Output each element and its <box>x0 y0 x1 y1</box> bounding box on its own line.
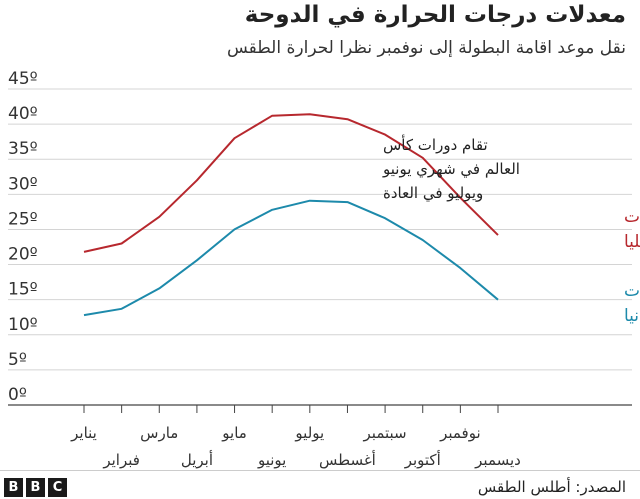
chart-title: معدلات درجات الحرارة في الدوحة <box>244 2 626 28</box>
series-label: معدل درجات <box>624 207 640 227</box>
chart-subtitle: نقل موعد اقامة البطولة إلى نوفمبر نظرا ل… <box>226 38 626 58</box>
y-tick-label: 45º <box>8 69 38 89</box>
logo-letter-c: C <box>48 478 67 497</box>
x-tick-label: نوفمبر <box>439 424 481 442</box>
series-line <box>83 199 499 317</box>
y-tick-label: 15º <box>8 280 38 300</box>
source-note: المصدر: أطلس الطقس <box>477 478 626 496</box>
x-tick-label: أبريل <box>181 450 213 469</box>
bbc-logo: B B C <box>4 478 67 497</box>
x-tick-label: يونيو <box>257 451 286 469</box>
series-label: معدل درجات <box>624 281 640 301</box>
series-label: الحرارة العليا <box>624 232 640 252</box>
footer-divider <box>0 470 640 471</box>
annotation-text: تقام دورات كأس <box>383 134 488 154</box>
logo-letter-b1: B <box>4 478 23 497</box>
y-tick-label: 30º <box>8 174 38 194</box>
x-tick-label: يناير <box>70 424 97 442</box>
logo-letter-b2: B <box>26 478 45 497</box>
y-tick-label: 20º <box>8 245 38 265</box>
line-chart: 0º5º10º15º20º25º30º35º40º45ºينايرفبرايرم… <box>8 69 640 469</box>
annotation-text: ويوليو في العادة <box>383 184 483 203</box>
annotation-text: العالم في شهري يونيو <box>382 160 520 179</box>
y-tick-label: 35º <box>8 139 38 159</box>
x-tick-label: مارس <box>140 424 178 442</box>
y-tick-label: 0º <box>8 385 27 405</box>
y-tick-label: 40º <box>8 104 38 124</box>
series-line <box>83 113 499 253</box>
x-tick-label: أكتوبر <box>404 450 441 469</box>
y-tick-label: 10º <box>8 315 38 335</box>
series-label: الحرارة الدنيا <box>624 306 640 326</box>
x-tick-label: يوليو <box>294 424 324 442</box>
x-tick-label: سبتمبر <box>363 424 407 442</box>
x-tick-label: ديسمبر <box>474 451 521 469</box>
x-tick-label: أغسطس <box>319 450 376 469</box>
x-tick-label: فبراير <box>102 451 140 469</box>
y-tick-label: 25º <box>8 209 38 229</box>
y-tick-label: 5º <box>8 350 27 370</box>
x-tick-label: مايو <box>221 424 247 442</box>
